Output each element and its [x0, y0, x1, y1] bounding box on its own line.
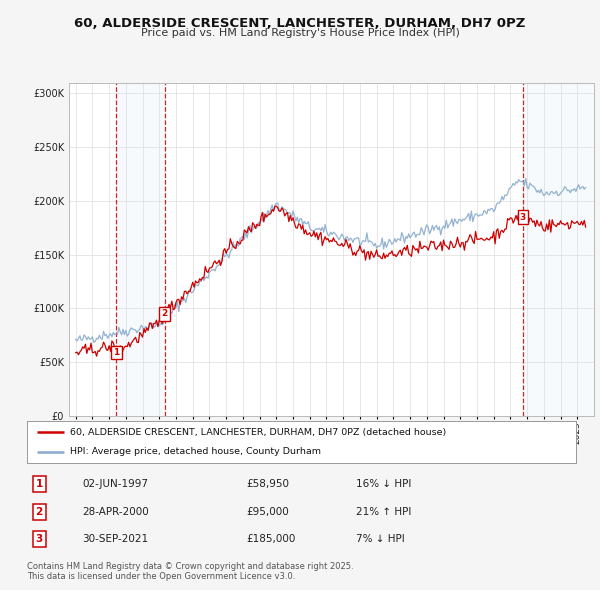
Text: 60, ALDERSIDE CRESCENT, LANCHESTER, DURHAM, DH7 0PZ: 60, ALDERSIDE CRESCENT, LANCHESTER, DURH… — [74, 17, 526, 30]
Text: 1: 1 — [113, 348, 119, 357]
Text: Contains HM Land Registry data © Crown copyright and database right 2025.
This d: Contains HM Land Registry data © Crown c… — [27, 562, 353, 581]
Text: 3: 3 — [35, 535, 43, 544]
Bar — [523, 83, 594, 416]
Bar — [116, 83, 164, 416]
Text: 1: 1 — [35, 480, 43, 489]
Text: 7% ↓ HPI: 7% ↓ HPI — [356, 535, 405, 544]
Text: HPI: Average price, detached house, County Durham: HPI: Average price, detached house, Coun… — [70, 447, 321, 456]
Text: 2: 2 — [161, 309, 168, 318]
Text: 30-SEP-2021: 30-SEP-2021 — [82, 535, 148, 544]
Text: £95,000: £95,000 — [247, 507, 289, 517]
Text: £185,000: £185,000 — [247, 535, 296, 544]
Text: 2: 2 — [35, 507, 43, 517]
Text: £58,950: £58,950 — [247, 480, 290, 489]
Text: 16% ↓ HPI: 16% ↓ HPI — [356, 480, 412, 489]
Text: 21% ↑ HPI: 21% ↑ HPI — [356, 507, 412, 517]
Text: 3: 3 — [520, 212, 526, 221]
Text: Price paid vs. HM Land Registry's House Price Index (HPI): Price paid vs. HM Land Registry's House … — [140, 28, 460, 38]
Text: 02-JUN-1997: 02-JUN-1997 — [82, 480, 148, 489]
Text: 28-APR-2000: 28-APR-2000 — [82, 507, 149, 517]
Text: 60, ALDERSIDE CRESCENT, LANCHESTER, DURHAM, DH7 0PZ (detached house): 60, ALDERSIDE CRESCENT, LANCHESTER, DURH… — [70, 428, 446, 437]
